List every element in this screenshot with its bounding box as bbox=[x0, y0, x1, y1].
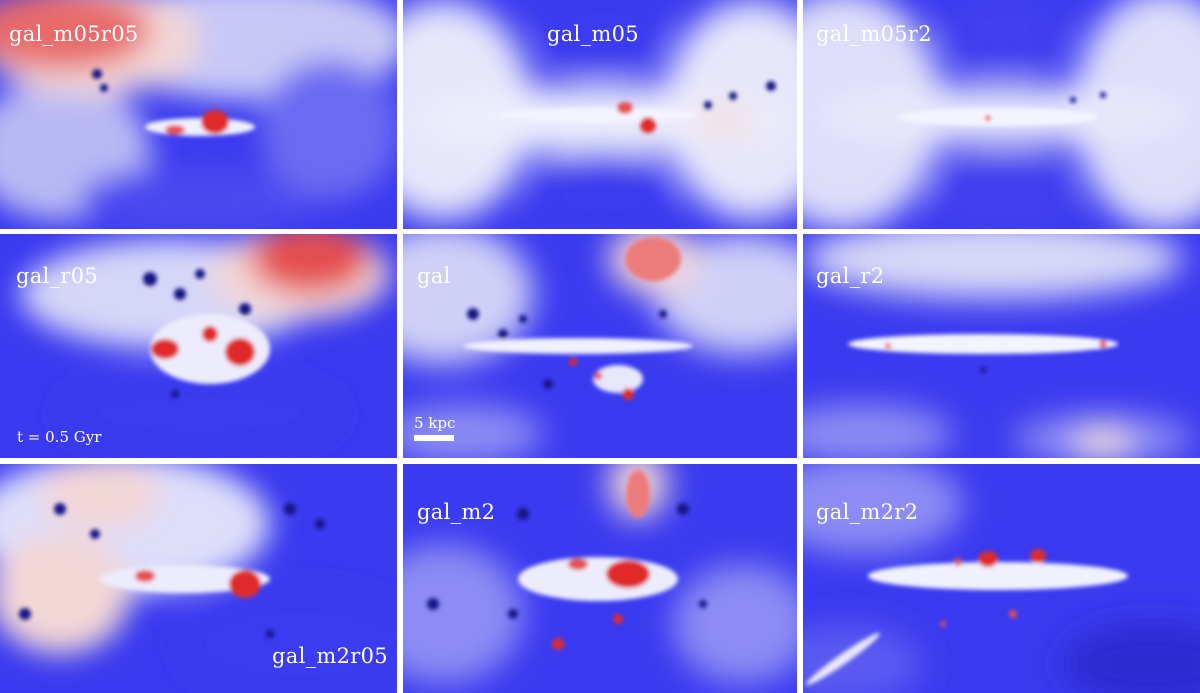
panel-gal-r2: gal_r2 bbox=[803, 234, 1200, 458]
panel-label: gal bbox=[417, 264, 451, 288]
scale-bar-label: 5 kpc bbox=[414, 414, 456, 432]
panel-label: gal_r2 bbox=[816, 264, 885, 288]
density-map bbox=[803, 234, 1200, 458]
panel-gal-m2r05: gal_m2r05 bbox=[0, 464, 397, 693]
panel-label: gal_r05 bbox=[16, 264, 99, 288]
panel-gal-m2r2: gal_m2r2 bbox=[803, 464, 1200, 693]
panel-label: gal_m05r05 bbox=[9, 22, 139, 46]
panel-gal-m2: gal_m2 bbox=[403, 464, 797, 693]
panel-label: gal_m2 bbox=[417, 500, 496, 524]
density-map bbox=[403, 234, 797, 458]
panel-label: gal_m05r2 bbox=[816, 22, 932, 46]
density-map bbox=[0, 464, 397, 693]
panel-gal-m05r05: gal_m05r05 bbox=[0, 0, 397, 229]
density-map bbox=[803, 464, 1200, 693]
density-map bbox=[0, 234, 397, 458]
panel-gal-m05r2: gal_m05r2 bbox=[803, 0, 1200, 229]
time-label: t = 0.5 Gyr bbox=[17, 428, 102, 446]
density-map bbox=[403, 464, 797, 693]
panel-gal-m05: gal_m05 bbox=[403, 0, 797, 229]
panel-label: gal_m2r2 bbox=[816, 500, 919, 524]
density-map bbox=[803, 0, 1200, 229]
scale-bar: 5 kpc bbox=[414, 414, 455, 441]
scale-bar-line bbox=[414, 435, 454, 441]
density-map bbox=[403, 0, 797, 229]
panel-label: gal_m05 bbox=[547, 22, 639, 46]
panel-gal: gal 5 kpc bbox=[403, 234, 797, 458]
panel-gal-r05: gal_r05 t = 0.5 Gyr bbox=[0, 234, 397, 458]
density-map bbox=[0, 0, 397, 229]
panel-label: gal_m2r05 bbox=[272, 644, 388, 668]
